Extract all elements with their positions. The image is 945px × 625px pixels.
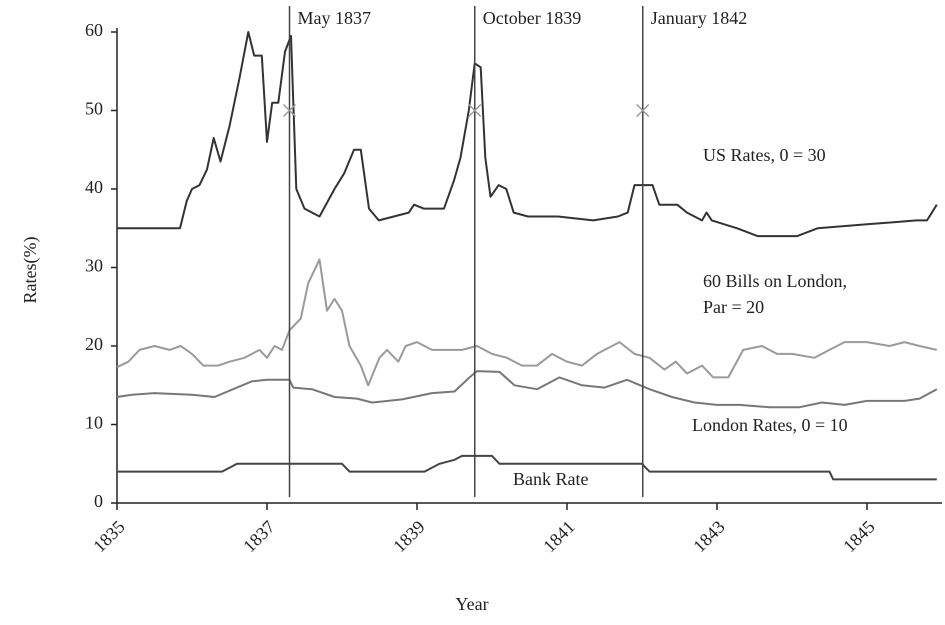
series-label: London Rates, 0 = 10 <box>692 415 848 435</box>
y-tick-label: 10 <box>85 413 103 433</box>
x-tick-label: 1835 <box>89 517 129 557</box>
y-axis-title: Rates(%) <box>20 237 41 304</box>
y-tick-label: 40 <box>85 177 103 197</box>
series-line <box>117 31 938 238</box>
x-tick-label: 1839 <box>389 517 429 557</box>
x-tick-label: 1837 <box>239 517 279 557</box>
event-label: May 1837 <box>298 8 372 28</box>
y-tick-label: 50 <box>85 99 103 119</box>
event-marker <box>282 103 297 118</box>
x-tick-label: 1841 <box>539 517 579 557</box>
event-label: October 1839 <box>483 8 581 28</box>
event-marker <box>636 103 650 118</box>
series-label: US Rates, 0 = 30 <box>703 145 826 165</box>
series-line <box>117 454 937 481</box>
y-tick-label: 60 <box>85 20 103 40</box>
y-tick-label: 0 <box>94 491 103 511</box>
x-tick-label: 1845 <box>839 517 879 557</box>
series-label: 60 Bills on London, Par = 20 <box>703 271 848 317</box>
event-label: January 1842 <box>651 8 747 28</box>
series-line <box>116 370 938 409</box>
series-line <box>116 258 938 387</box>
series-label: Bank Rate <box>513 469 589 489</box>
y-tick-label: 30 <box>85 256 103 276</box>
event-marker <box>468 103 482 118</box>
x-axis-title: Year <box>455 594 488 614</box>
x-tick-label: 1843 <box>689 517 729 557</box>
y-tick-label: 20 <box>85 334 103 354</box>
